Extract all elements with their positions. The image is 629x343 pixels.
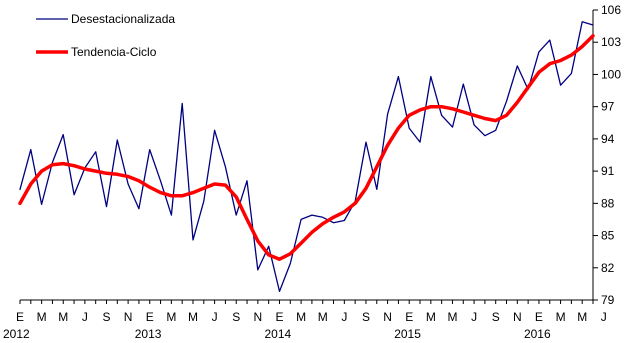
- x-tick-label: E: [146, 310, 154, 324]
- x-tick-label: M: [37, 310, 47, 324]
- x-tick-label: N: [254, 310, 263, 324]
- x-tick-label: M: [556, 310, 566, 324]
- x-year-label: 2016: [524, 327, 551, 341]
- legend-label-desestacionalizada: Desestacionalizada: [71, 12, 175, 26]
- y-tick-label: 94: [601, 132, 615, 146]
- x-year-label: 2013: [135, 327, 162, 341]
- x-tick-label: S: [362, 310, 370, 324]
- x-tick-label: M: [188, 310, 198, 324]
- y-tick-label: 85: [601, 229, 615, 243]
- y-tick-label: 91: [601, 164, 615, 178]
- y-axis: 79 82 85 88 91 94 97 100 103 106: [592, 3, 621, 307]
- x-tick-label: J: [471, 310, 477, 324]
- x-tick-label: E: [16, 310, 24, 324]
- x-tick-label: J: [601, 310, 607, 324]
- x-tick-label: M: [577, 310, 587, 324]
- x-year-label: 2012: [3, 327, 30, 341]
- x-tick-label: E: [405, 310, 413, 324]
- x-tick-label: N: [383, 310, 392, 324]
- x-tick-label: N: [513, 310, 522, 324]
- y-tick-label: 103: [601, 35, 621, 49]
- x-tick-label: S: [492, 310, 500, 324]
- y-tick-label: 106: [601, 3, 621, 17]
- legend: Desestacionalizada Tendencia-Ciclo: [36, 12, 175, 59]
- y-tick-label: 79: [601, 293, 615, 307]
- y-tick-label: 82: [601, 261, 615, 275]
- y-tick-label: 97: [601, 100, 615, 114]
- series-layer: [18, 21, 595, 293]
- x-tick-label: M: [447, 310, 457, 324]
- x-tick-label: M: [166, 310, 176, 324]
- x-tick-label: M: [58, 310, 68, 324]
- x-year-label: 2015: [394, 327, 421, 341]
- x-tick-label: S: [232, 310, 240, 324]
- x-year-label: 2014: [264, 327, 291, 341]
- series-line-tendencia-ciclo: [18, 34, 595, 261]
- y-tick-label: 88: [601, 196, 615, 210]
- legend-label-tendencia-ciclo: Tendencia-Ciclo: [71, 45, 157, 59]
- x-tick-label: M: [318, 310, 328, 324]
- x-tick-label: E: [275, 310, 283, 324]
- series-line-desestacionalizada: [19, 21, 594, 293]
- x-tick-label: J: [341, 310, 347, 324]
- x-tick-label: S: [102, 310, 110, 324]
- x-tick-label: M: [296, 310, 306, 324]
- x-tick-label: E: [535, 310, 543, 324]
- x-tick-label: J: [212, 310, 218, 324]
- y-tick-label: 100: [601, 67, 621, 81]
- x-tick-label: J: [82, 310, 88, 324]
- x-tick-label: M: [426, 310, 436, 324]
- x-tick-label: N: [124, 310, 133, 324]
